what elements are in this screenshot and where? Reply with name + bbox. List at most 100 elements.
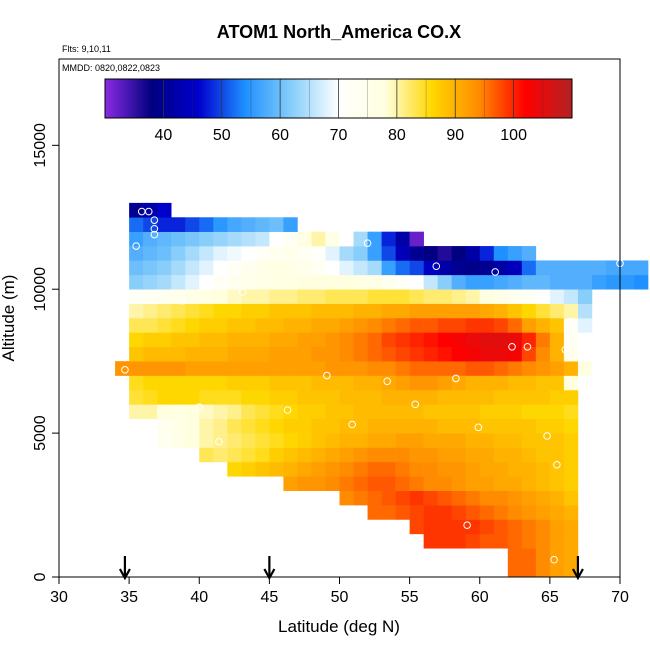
- heatmap-cell: [535, 548, 551, 563]
- flight-point: [491, 268, 499, 276]
- heatmap-cell: [171, 318, 186, 333]
- heatmap-cell: [395, 274, 410, 290]
- heatmap-cell: [381, 404, 396, 420]
- heatmap-cell: [549, 476, 565, 491]
- heatmap-cell: [493, 375, 509, 391]
- heatmap-cell: [143, 274, 158, 290]
- heatmap-cell: [465, 490, 481, 506]
- heatmap-cell: [241, 274, 256, 290]
- heatmap-cell: [549, 461, 565, 477]
- heatmap-cell: [339, 246, 354, 261]
- heatmap-cell: [269, 246, 284, 261]
- heatmap-cell: [339, 404, 354, 420]
- heatmap-cell: [199, 303, 214, 319]
- colorbar-tick-label: 90: [446, 127, 464, 144]
- heatmap-cell: [199, 231, 214, 247]
- heatmap-cell: [395, 418, 410, 434]
- heatmap-cell: [185, 346, 200, 362]
- heatmap-cell: [171, 231, 186, 247]
- heatmap-cell: [395, 490, 410, 506]
- heatmap-cell: [409, 260, 424, 276]
- heatmap-cell: [143, 217, 158, 232]
- heatmap-cell: [409, 490, 424, 506]
- heatmap-cell: [157, 274, 172, 290]
- heatmap-cell: [423, 490, 438, 506]
- heatmap-cell: [325, 303, 340, 319]
- heatmap-cell: [255, 375, 270, 391]
- heatmap-cell: [311, 447, 326, 463]
- heatmap-cell: [535, 519, 551, 535]
- heatmap-cell: [423, 318, 438, 333]
- heatmap-cell: [213, 246, 228, 261]
- heatmap-cell: [269, 318, 284, 333]
- heatmap-cell: [185, 332, 200, 348]
- heatmap-cell: [634, 260, 649, 276]
- heatmap-cell: [199, 361, 214, 376]
- flight-point: [238, 288, 247, 296]
- heatmap-cell: [465, 246, 481, 261]
- heatmap-cell: [325, 404, 340, 420]
- heatmap-cell: [521, 490, 537, 506]
- heatmap-cell: [549, 562, 565, 578]
- heatmap-cell: [213, 217, 228, 232]
- heatmap-cell: [297, 476, 312, 491]
- flights-label: Flts: 9,10,11: [62, 44, 111, 54]
- heatmap-cell: [549, 361, 565, 376]
- heatmap-cell: [171, 346, 186, 362]
- heatmap-cell: [269, 289, 284, 304]
- heatmap-cell: [157, 433, 172, 448]
- heatmap-cell: [311, 375, 326, 391]
- heatmap-cell: [129, 375, 144, 391]
- heatmap-cell: [129, 303, 144, 319]
- heatmap-cell: [409, 361, 424, 376]
- heatmap-cell: [535, 490, 551, 506]
- heatmap-cell: [395, 332, 410, 348]
- flight-leg-arrows: [118, 556, 584, 581]
- flight-point: [299, 233, 307, 242]
- heatmap-cell: [171, 433, 186, 448]
- flight-point: [150, 216, 159, 224]
- heatmap-cell: [199, 389, 214, 405]
- flight-point: [452, 374, 460, 383]
- y-tick-label: 5000: [32, 415, 49, 451]
- heatmap-cell: [493, 260, 509, 276]
- heatmap-cell: [437, 289, 452, 304]
- heatmap-cell: [227, 404, 242, 420]
- heatmap-cell: [143, 389, 158, 405]
- heatmap-cell: [129, 217, 144, 232]
- heatmap-cell: [255, 289, 270, 304]
- heatmap-cell: [395, 404, 410, 420]
- heatmap-cell: [283, 447, 298, 463]
- heatmap-cell: [297, 274, 312, 290]
- heatmap-cell: [339, 476, 354, 491]
- x-axis-label: Latitude (deg N): [278, 617, 400, 636]
- heatmap-cell: [157, 202, 172, 218]
- heatmap-cell: [479, 289, 495, 304]
- x-tick-label: 45: [260, 589, 278, 606]
- heatmap-cell: [283, 389, 298, 405]
- heatmap-cell: [129, 318, 144, 333]
- colorbar-border: [104, 78, 573, 119]
- heatmap-cell: [255, 389, 270, 405]
- heatmap-cell: [367, 318, 382, 333]
- heatmap-cell: [451, 289, 467, 304]
- heatmap-cell: [283, 231, 298, 247]
- heatmap-cell: [451, 246, 467, 261]
- heatmap-cell: [185, 246, 200, 261]
- heatmap-cell: [227, 346, 242, 362]
- heatmap-cell: [325, 461, 340, 477]
- heatmap-cell: [297, 433, 312, 448]
- heatmap-cell: [129, 361, 144, 376]
- heatmap-cell: [227, 418, 242, 434]
- heatmap-cell: [535, 260, 551, 276]
- heatmap-cell: [185, 389, 200, 405]
- heatmap-cell: [549, 375, 565, 391]
- dates-label: MMDD: 0820,0822,0823: [62, 63, 160, 73]
- heatmap-cell: [549, 332, 565, 348]
- heatmap-cell: [143, 246, 158, 261]
- heatmap-cell: [563, 274, 579, 290]
- heatmap-cell: [521, 519, 537, 535]
- heatmap-cell: [381, 231, 396, 247]
- heatmap-cell: [521, 274, 537, 290]
- colorbar-tick-label: 70: [330, 127, 348, 144]
